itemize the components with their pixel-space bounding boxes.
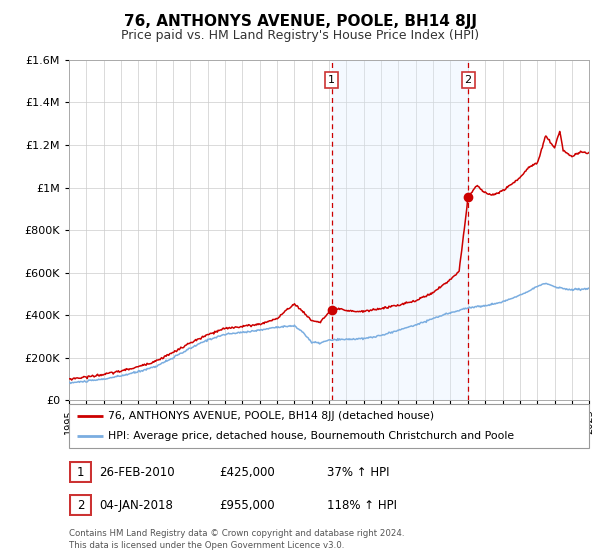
FancyBboxPatch shape (70, 495, 91, 515)
Text: 1: 1 (77, 465, 84, 479)
Text: Price paid vs. HM Land Registry's House Price Index (HPI): Price paid vs. HM Land Registry's House … (121, 29, 479, 42)
Text: 118% ↑ HPI: 118% ↑ HPI (327, 498, 397, 512)
Text: 1: 1 (328, 75, 335, 85)
Text: 37% ↑ HPI: 37% ↑ HPI (327, 465, 389, 479)
Text: This data is licensed under the Open Government Licence v3.0.: This data is licensed under the Open Gov… (69, 542, 344, 550)
Text: 2: 2 (77, 498, 84, 512)
Text: HPI: Average price, detached house, Bournemouth Christchurch and Poole: HPI: Average price, detached house, Bour… (108, 431, 514, 441)
Text: 2: 2 (464, 75, 472, 85)
Text: £425,000: £425,000 (219, 465, 275, 479)
Text: 76, ANTHONYS AVENUE, POOLE, BH14 8JJ: 76, ANTHONYS AVENUE, POOLE, BH14 8JJ (124, 14, 476, 29)
Text: 26-FEB-2010: 26-FEB-2010 (99, 465, 175, 479)
Text: £955,000: £955,000 (219, 498, 275, 512)
Bar (332, 60, 468, 400)
FancyBboxPatch shape (69, 404, 589, 448)
Text: 04-JAN-2018: 04-JAN-2018 (99, 498, 173, 512)
Text: 76, ANTHONYS AVENUE, POOLE, BH14 8JJ (detached house): 76, ANTHONYS AVENUE, POOLE, BH14 8JJ (de… (108, 411, 434, 421)
Text: Contains HM Land Registry data © Crown copyright and database right 2024.: Contains HM Land Registry data © Crown c… (69, 529, 404, 538)
FancyBboxPatch shape (70, 462, 91, 482)
